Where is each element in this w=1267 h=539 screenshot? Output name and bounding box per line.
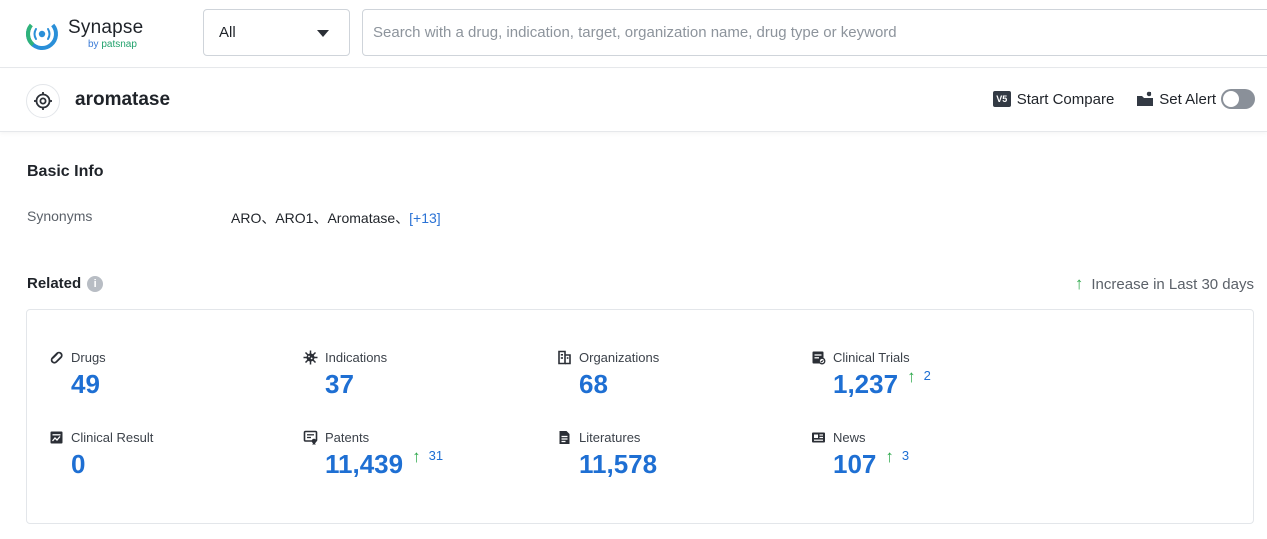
stat-news: News 107 ↑3 <box>811 429 1051 480</box>
logo-name: Synapse <box>68 18 143 37</box>
stat-value: 1,237 <box>833 369 898 400</box>
increase-legend-text: Increase in Last 30 days <box>1091 276 1254 293</box>
stat-value: 11,439 <box>325 449 403 480</box>
synapse-logo[interactable]: Synapse by patsnap <box>24 14 154 54</box>
synonyms-list: ARO、ARO1、Aromatase、 <box>231 210 409 226</box>
stat-increase-value: 2 <box>924 368 931 383</box>
stat-label: Indications <box>325 350 387 365</box>
stat-label: Organizations <box>579 350 659 365</box>
patent-icon <box>303 430 318 445</box>
stat-clinical-trials: Clinical Trials 1,237 ↑2 <box>811 349 1051 400</box>
pill-icon <box>49 350 64 365</box>
crosshair-icon <box>33 91 53 111</box>
synapse-logo-icon <box>24 16 60 52</box>
stat-value-indications[interactable]: 37 <box>325 369 543 400</box>
newspaper-icon <box>811 430 826 445</box>
synonyms-more-link[interactable]: [+13] <box>409 210 441 226</box>
stat-value: 11,578 <box>579 449 657 480</box>
set-alert-control[interactable]: Set Alert <box>1136 89 1255 109</box>
related-title: Related i <box>27 275 103 292</box>
arrow-up-icon: ↑ <box>1075 274 1084 294</box>
stat-increase: ↑2 <box>907 368 931 387</box>
stat-indications: Indications 37 <box>303 349 543 400</box>
search-type-select[interactable]: All <box>203 9 350 56</box>
stat-label: Clinical Trials <box>833 350 910 365</box>
stat-patents: Patents 11,439 ↑ 31 <box>303 429 543 480</box>
stat-value: 68 <box>579 369 608 400</box>
stat-increase-value: 3 <box>902 448 909 463</box>
top-bar: Synapse by patsnap All <box>0 0 1267 68</box>
set-alert-label: Set Alert <box>1159 91 1216 108</box>
logo-sub-by: by <box>88 39 99 50</box>
basic-info-title: Basic Info <box>27 163 103 181</box>
start-compare-button[interactable]: V5 Start Compare <box>993 91 1115 108</box>
caret-down-icon <box>317 30 329 37</box>
compare-icon: V5 <box>993 91 1011 107</box>
logo-subtitle: by patsnap <box>88 40 143 50</box>
stat-value-drugs[interactable]: 49 <box>71 369 289 400</box>
info-icon[interactable]: i <box>87 276 103 292</box>
start-compare-label: Start Compare <box>1017 91 1115 108</box>
search-type-value: All <box>219 24 236 41</box>
stat-increase-value: 31 <box>429 448 443 463</box>
stat-value: 49 <box>71 369 100 400</box>
stat-clinical-result: Clinical Result 0 <box>49 429 289 480</box>
stat-value: 107 <box>833 449 876 480</box>
clipboard-icon <box>811 350 826 365</box>
synonyms-value: ARO、ARO1、Aromatase、[+13] <box>231 208 441 228</box>
stat-value-clinical-result[interactable]: 0 <box>71 449 289 480</box>
target-header: aromatase V5 Start Compare Set Alert <box>0 69 1267 132</box>
document-icon <box>557 430 572 445</box>
toggle-knob <box>1223 91 1239 107</box>
search-box[interactable] <box>362 9 1267 56</box>
arrow-up-icon: ↑ <box>907 367 916 387</box>
stat-drugs: Drugs 49 <box>49 349 289 400</box>
search-input[interactable] <box>373 24 1267 41</box>
stat-value: 37 <box>325 369 354 400</box>
header-actions: V5 Start Compare Set Alert <box>993 89 1255 109</box>
stat-literatures: Literatures 11,578 <box>557 429 797 480</box>
stat-value-literatures[interactable]: 11,578 <box>579 449 797 480</box>
stat-value: 0 <box>71 449 85 480</box>
stat-label: Patents <box>325 430 369 445</box>
stat-increase: ↑ 31 <box>412 448 443 467</box>
arrow-up-icon: ↑ <box>412 447 421 467</box>
logo-sub-brand: patsnap <box>101 39 137 50</box>
stat-increase: ↑3 <box>885 448 909 467</box>
result-icon <box>49 430 64 445</box>
related-title-text: Related <box>27 275 81 292</box>
stat-organizations: Organizations 68 <box>557 349 797 400</box>
stat-value-patents[interactable]: 11,439 ↑ 31 <box>325 449 543 480</box>
stat-label: Drugs <box>71 350 106 365</box>
set-alert-toggle[interactable] <box>1221 89 1255 109</box>
stat-label: Literatures <box>579 430 640 445</box>
stat-value-clinical-trials[interactable]: 1,237 ↑2 <box>833 369 1051 400</box>
related-stats-card: Drugs 49 Indications 37 Organizations 68… <box>26 309 1254 524</box>
stat-value-organizations[interactable]: 68 <box>579 369 797 400</box>
stat-label: Clinical Result <box>71 430 153 445</box>
page-title: aromatase <box>75 89 170 111</box>
stat-value-news[interactable]: 107 ↑3 <box>833 449 1051 480</box>
alert-folder-icon <box>1136 91 1154 107</box>
synonyms-label: Synonyms <box>27 208 92 224</box>
increase-legend: ↑ Increase in Last 30 days <box>1075 274 1254 294</box>
target-icon <box>26 84 60 118</box>
arrow-up-icon: ↑ <box>885 447 894 467</box>
building-icon <box>557 350 572 365</box>
virus-icon <box>303 350 318 365</box>
stat-label: News <box>833 430 866 445</box>
